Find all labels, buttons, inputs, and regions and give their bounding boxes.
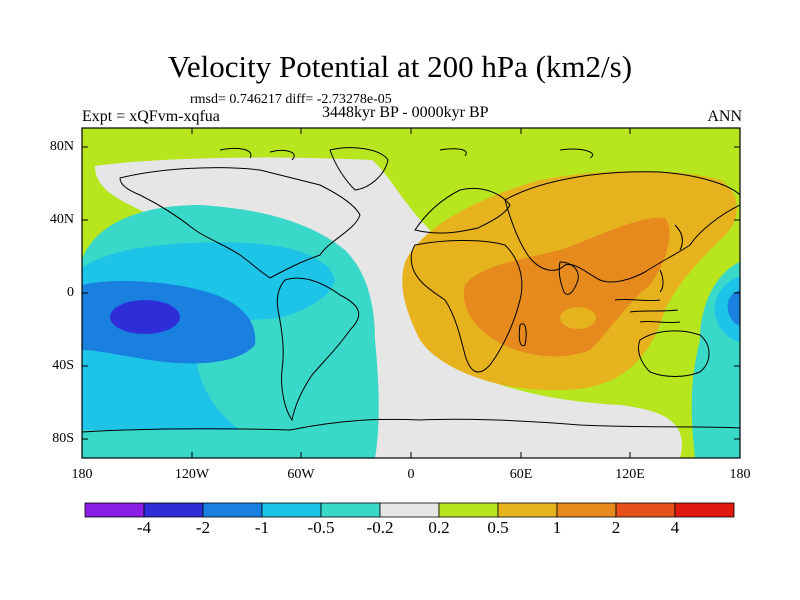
colorbar-label: 2 <box>611 518 621 537</box>
lat-label-40n: 40N <box>49 212 74 227</box>
colorbar-label: -2 <box>195 518 211 537</box>
lon-label-180w: 180 <box>71 467 93 482</box>
colorbar-swatch <box>556 502 617 518</box>
colorbar-label: -0.5 <box>307 518 335 537</box>
lon-label-60w: 60W <box>287 467 315 482</box>
chart-title: Velocity Potential at 200 hPa (km2/s) <box>167 49 633 84</box>
lon-label-120e: 120E <box>615 467 645 482</box>
rmsd-diff-stats: rmsd= 0.746217 diff= -2.73278e-05 <box>190 92 392 107</box>
colorbar <box>84 502 735 518</box>
lat-label-0: 0 <box>67 285 74 300</box>
coast-arctic-islands <box>219 147 593 161</box>
colorbar-label: 0.5 <box>487 518 509 537</box>
coast-asia <box>504 171 740 283</box>
coast-madagascar <box>518 323 527 347</box>
fill-light-blue-east <box>714 276 740 342</box>
coast-africa <box>410 240 523 373</box>
lat-tick-marks <box>82 146 740 440</box>
colorbar-swatch <box>379 502 440 518</box>
colorbar-label: -4 <box>136 518 152 537</box>
lon-label-120w: 120W <box>174 467 210 482</box>
fill-yellow-hole <box>560 307 596 329</box>
coast-japan <box>659 224 683 293</box>
colorbar-swatch <box>261 502 322 518</box>
coast-north-america <box>119 167 361 279</box>
contour-fill <box>82 128 740 458</box>
colorbar-swatch <box>202 502 263 518</box>
season-label: ANN <box>707 108 742 125</box>
fill-orange <box>463 217 670 357</box>
coast-australia <box>637 330 710 377</box>
colorbar-label: -0.2 <box>366 518 394 537</box>
coast-europe <box>414 187 511 234</box>
experiment-label: Expt = xQFvm-xqfua <box>82 108 220 125</box>
lat-label-80n: 80N <box>49 139 74 154</box>
colorbar-swatch <box>674 502 735 518</box>
colorbar-swatch <box>320 502 381 518</box>
coast-india <box>558 261 579 295</box>
lon-label-180e: 180 <box>729 467 751 482</box>
colorbar-swatch <box>84 502 145 518</box>
coastlines <box>82 147 740 433</box>
colorbar-swatch <box>143 502 204 518</box>
lat-label-80s: 80S <box>52 431 74 446</box>
coast-south-america <box>276 277 360 422</box>
coast-greenland <box>329 147 389 191</box>
coast-indonesia <box>614 298 681 324</box>
lon-tick-marks <box>81 128 741 458</box>
colorbar-label: 0.2 <box>428 518 450 537</box>
period-label: 3448kyr BP - 0000kyr BP <box>322 104 489 121</box>
lon-label-60e: 60E <box>509 467 533 482</box>
fill-blue-east <box>727 290 740 326</box>
colorbar-swatch <box>438 502 499 518</box>
fill-dark-blue-center <box>110 300 180 334</box>
colorbar-swatch <box>497 502 558 518</box>
colorbar-swatch <box>615 502 676 518</box>
lat-label-40s: 40S <box>52 358 74 373</box>
lon-label-0: 0 <box>407 467 415 482</box>
colorbar-label: 4 <box>670 518 680 537</box>
coast-antarctica <box>82 418 740 433</box>
colorbar-label: -1 <box>254 518 270 537</box>
colorbar-label: 1 <box>552 518 562 537</box>
